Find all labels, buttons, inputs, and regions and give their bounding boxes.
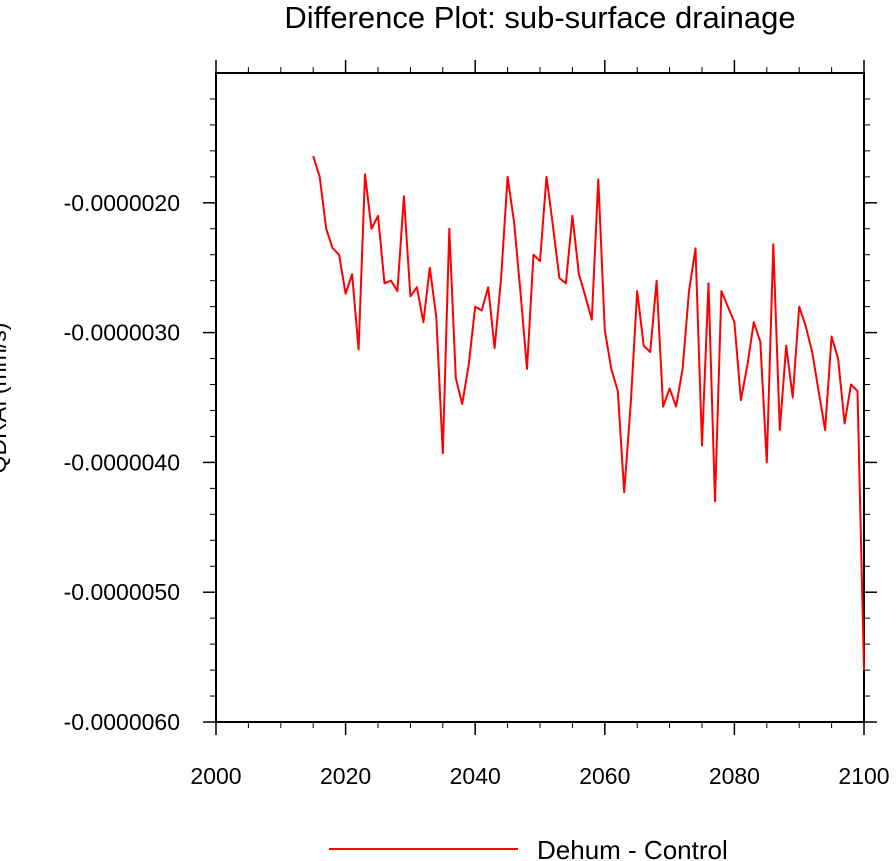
plot-border xyxy=(215,72,865,723)
y-axis: -0.0000060 -0.0000050 -0.0000040 -0.0000030… xyxy=(64,98,877,735)
plot-frame xyxy=(215,72,865,723)
x-tick-label: 2000 xyxy=(190,763,241,789)
x-axis: 2000 2020 2040 2060 2080 2100 xyxy=(190,60,890,789)
legend-label: Dehum - Control xyxy=(537,835,728,861)
chart-title: Difference Plot: sub-surface drainage xyxy=(284,0,795,35)
x-tick-label: 2080 xyxy=(709,763,760,789)
series-layer xyxy=(312,155,865,671)
y-tick-label: -0.0000020 xyxy=(64,190,180,216)
y-tick-label: -0.0000050 xyxy=(64,579,180,605)
legend: Dehum - Control xyxy=(329,835,728,861)
x-tick-label: 2060 xyxy=(579,763,630,789)
x-tick-label: 2040 xyxy=(450,763,501,789)
x-tick-label: 2020 xyxy=(320,763,371,789)
x-tick-label: 2100 xyxy=(838,763,889,789)
y-axis-label: QDRAI (mm/s) xyxy=(0,323,11,474)
y-tick-label: -0.0000030 xyxy=(64,320,180,346)
y-tick-label: -0.0000040 xyxy=(64,449,180,475)
series-line xyxy=(312,155,865,671)
y-tick-label: -0.0000060 xyxy=(64,709,180,735)
